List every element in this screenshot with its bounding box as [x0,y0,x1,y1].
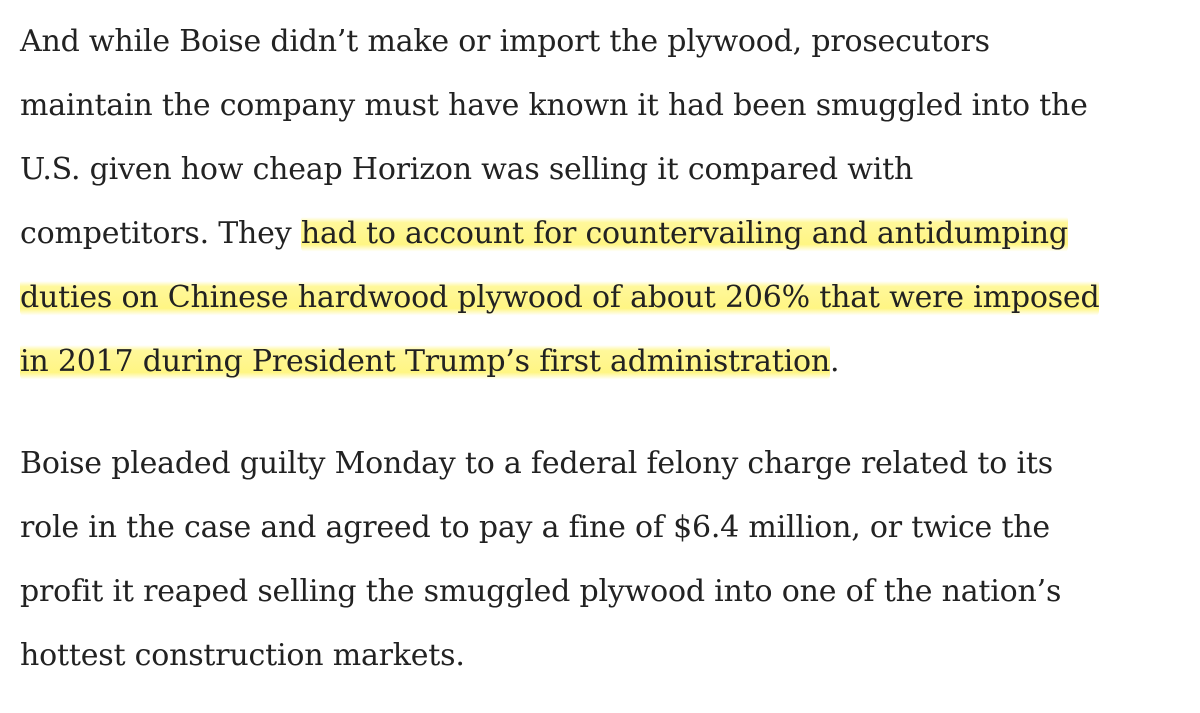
text-line: U.S. given how cheap Horizon was selling… [20,152,914,187]
text-line: profit it reaped selling the smuggled pl… [20,574,1062,609]
paragraph-spacer [20,394,1195,432]
paragraph-guilty-plea: Boise pleaded guilty Monday to a federal… [20,432,1195,688]
text-line: competitors. They had to account for cou… [20,202,1195,266]
highlighted-text: duties on Chinese hardwood plywood of ab… [20,278,1100,317]
text-segment: . [829,344,840,379]
text-line: role in the case and agreed to pay a fin… [20,510,1050,545]
text-line: duties on Chinese hardwood plywood of ab… [20,266,1195,330]
text-line: maintain the company must have known it … [20,88,1088,123]
text-line: Boise pleaded guilty Monday to a federal… [20,446,1053,481]
text-segment: competitors. They [20,216,301,251]
text-line: hottest construction markets. [20,638,465,673]
paragraph-plywood-prosecutors: And while Boise didn’t make or import th… [20,10,1195,394]
highlighted-text: in 2017 during President Trump’s first a… [20,342,830,381]
text-line: in 2017 during President Trump’s first a… [20,330,1195,394]
article-body: And while Boise didn’t make or import th… [20,10,1195,688]
highlighted-text: had to account for countervailing and an… [300,214,1068,253]
text-line: And while Boise didn’t make or import th… [20,24,990,59]
